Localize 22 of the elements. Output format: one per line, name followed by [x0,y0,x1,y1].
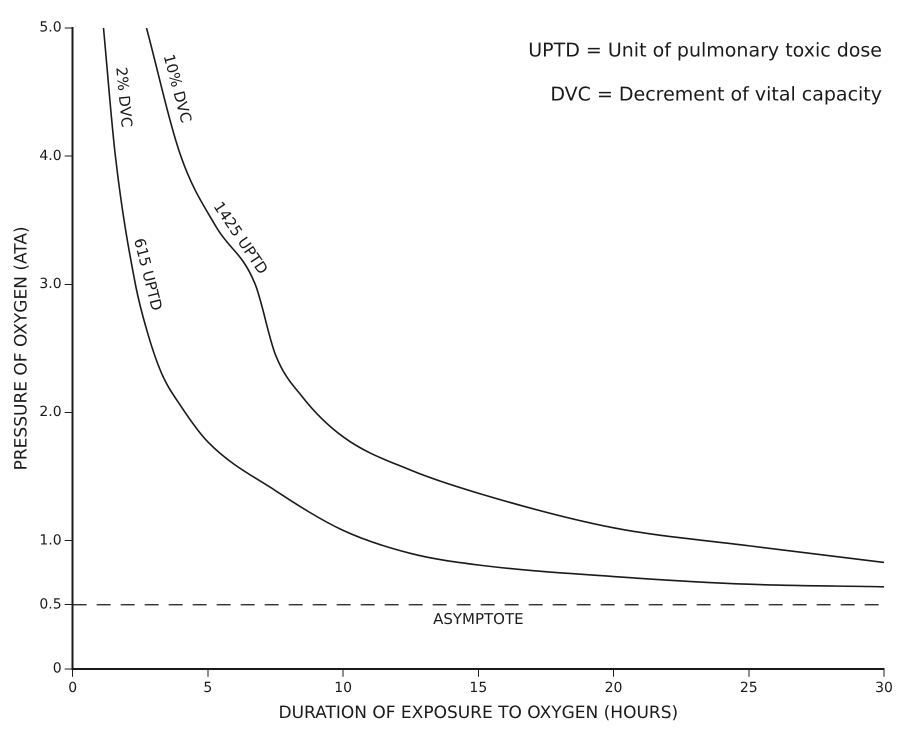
x-tick-label: 25 [740,680,758,696]
x-tick-label: 30 [875,680,893,696]
x-tick-label: 15 [469,680,488,696]
annotation: 615 UPTD [130,236,166,313]
x-axis-title: DURATION OF EXPOSURE TO OXYGEN (HOURS) [278,703,678,724]
y-tick-label: 0.5 [39,596,62,612]
x-tick-label: 20 [604,680,622,696]
y-tick-label: 3.0 [39,276,62,292]
x-tick-label: 10 [334,680,352,696]
annotation: UPTD = Unit of pulmonary toxic dose [528,39,882,62]
annotation: 2% DVC [112,66,136,128]
y-tick-label: 5.0 [39,20,62,36]
x-tick-label: 0 [68,680,78,696]
annotation: 10% DVC [160,52,196,125]
annotation: DVC = Decrement of vital capacity [550,83,882,106]
ref-line-label: ASYMPTOTE [433,610,524,628]
y-tick-label: 4.0 [39,148,62,164]
x-tick-label: 5 [203,680,212,696]
y-tick-label: 2.0 [39,404,62,420]
y-tick-label: 1.0 [39,532,62,548]
y-axis-title: PRESSURE OF OXYGEN (ATA) [12,226,32,470]
y-tick-label: 0 [52,660,62,676]
